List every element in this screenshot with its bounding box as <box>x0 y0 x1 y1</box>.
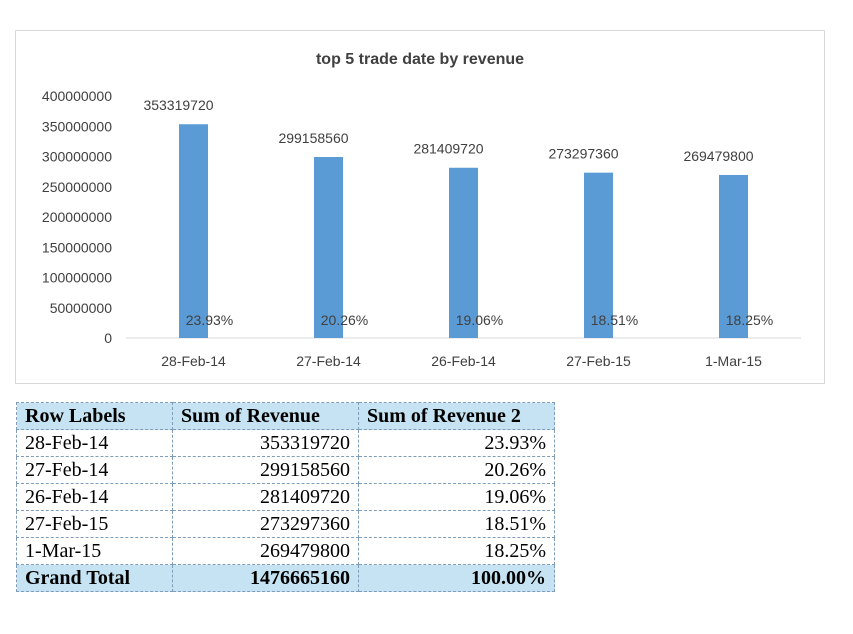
y-tick-label: 0 <box>104 330 112 346</box>
grand-total-label[interactable]: Grand Total <box>16 564 173 592</box>
percent-cell[interactable]: 19.06% <box>358 483 555 511</box>
grand-total-percent[interactable]: 100.00% <box>358 564 555 592</box>
bar <box>314 157 343 338</box>
bar-value-label: 281409720 <box>413 141 483 157</box>
bar-percent-label: 18.51% <box>591 312 638 328</box>
table-row[interactable]: 1-Mar-15 269479800 18.25% <box>16 537 555 565</box>
bar-percent-label: 19.06% <box>456 312 503 328</box>
y-tick-label: 400000000 <box>42 88 112 104</box>
row-label[interactable]: 27-Feb-15 <box>16 510 173 538</box>
bars <box>179 124 748 338</box>
header-row-labels[interactable]: Row Labels <box>16 402 173 430</box>
chart-area: top 5 trade date by revenue 0 50000000 100… <box>15 30 825 384</box>
table-row[interactable]: 27-Feb-14 299158560 20.26% <box>16 456 555 484</box>
bar-percent-label: 18.25% <box>726 312 773 328</box>
percent-labels: 23.93% 20.26% 19.06% 18.51% 18.25% <box>186 312 773 328</box>
row-label[interactable]: 27-Feb-14 <box>16 456 173 484</box>
y-tick-label: 250000000 <box>42 179 112 195</box>
revenue-cell[interactable]: 269479800 <box>172 537 359 565</box>
bar-value-label: 269479800 <box>683 148 753 164</box>
x-tick-label: 26-Feb-14 <box>431 353 496 369</box>
revenue-cell[interactable]: 281409720 <box>172 483 359 511</box>
row-label[interactable]: 1-Mar-15 <box>16 537 173 565</box>
table-row[interactable]: 26-Feb-14 281409720 19.06% <box>16 483 555 511</box>
table-row[interactable]: 27-Feb-15 273297360 18.51% <box>16 510 555 538</box>
x-axis-ticks: 28-Feb-14 27-Feb-14 26-Feb-14 27-Feb-15 1-Ma… <box>161 353 762 369</box>
y-tick-label: 350000000 <box>42 118 112 134</box>
bar <box>179 124 208 338</box>
y-tick-label: 50000000 <box>50 300 113 316</box>
percent-cell[interactable]: 18.51% <box>358 510 555 538</box>
bar <box>584 172 613 338</box>
y-tick-label: 150000000 <box>42 239 112 255</box>
bar-value-label: 353319720 <box>143 97 213 113</box>
x-tick-label: 27-Feb-15 <box>566 353 631 369</box>
percent-cell[interactable]: 18.25% <box>358 537 555 565</box>
x-tick-label: 27-Feb-14 <box>296 353 361 369</box>
table-header-row: Row Labels Sum of Revenue Sum of Revenue… <box>16 402 555 430</box>
row-label[interactable]: 26-Feb-14 <box>16 483 173 511</box>
x-tick-label: 28-Feb-14 <box>161 353 226 369</box>
bar <box>719 174 748 338</box>
y-axis-ticks: 0 50000000 100000000 150000000 200000000 2500… <box>42 88 112 346</box>
x-tick-label: 1-Mar-15 <box>705 353 762 369</box>
data-labels: 353319720 299158560 281409720 273297360 2694… <box>143 97 753 164</box>
y-tick-label: 100000000 <box>42 270 112 286</box>
percent-cell[interactable]: 20.26% <box>358 456 555 484</box>
bar <box>449 167 478 338</box>
header-sum-of-revenue[interactable]: Sum of Revenue <box>172 402 359 430</box>
grand-total-row[interactable]: Grand Total 1476665160 100.00% <box>16 564 555 592</box>
pivot-table: Row Labels Sum of Revenue Sum of Revenue… <box>16 402 555 592</box>
revenue-cell[interactable]: 273297360 <box>172 510 359 538</box>
chart-title: top 5 trade date by revenue <box>316 51 524 68</box>
bar-percent-label: 20.26% <box>321 312 368 328</box>
header-sum-of-revenue-2[interactable]: Sum of Revenue 2 <box>358 402 555 430</box>
bar-value-label: 273297360 <box>548 146 618 162</box>
row-label[interactable]: 28-Feb-14 <box>16 429 173 457</box>
table-row[interactable]: 28-Feb-14 353319720 23.93% <box>16 429 555 457</box>
bar-chart: top 5 trade date by revenue 0 50000000 100… <box>42 51 801 369</box>
revenue-cell[interactable]: 353319720 <box>172 429 359 457</box>
revenue-cell[interactable]: 299158560 <box>172 456 359 484</box>
bar-value-label: 299158560 <box>278 130 348 146</box>
percent-cell[interactable]: 23.93% <box>358 429 555 457</box>
y-tick-label: 200000000 <box>42 209 112 225</box>
grand-total-revenue[interactable]: 1476665160 <box>172 564 359 592</box>
y-tick-label: 300000000 <box>42 149 112 165</box>
bar-percent-label: 23.93% <box>186 312 233 328</box>
